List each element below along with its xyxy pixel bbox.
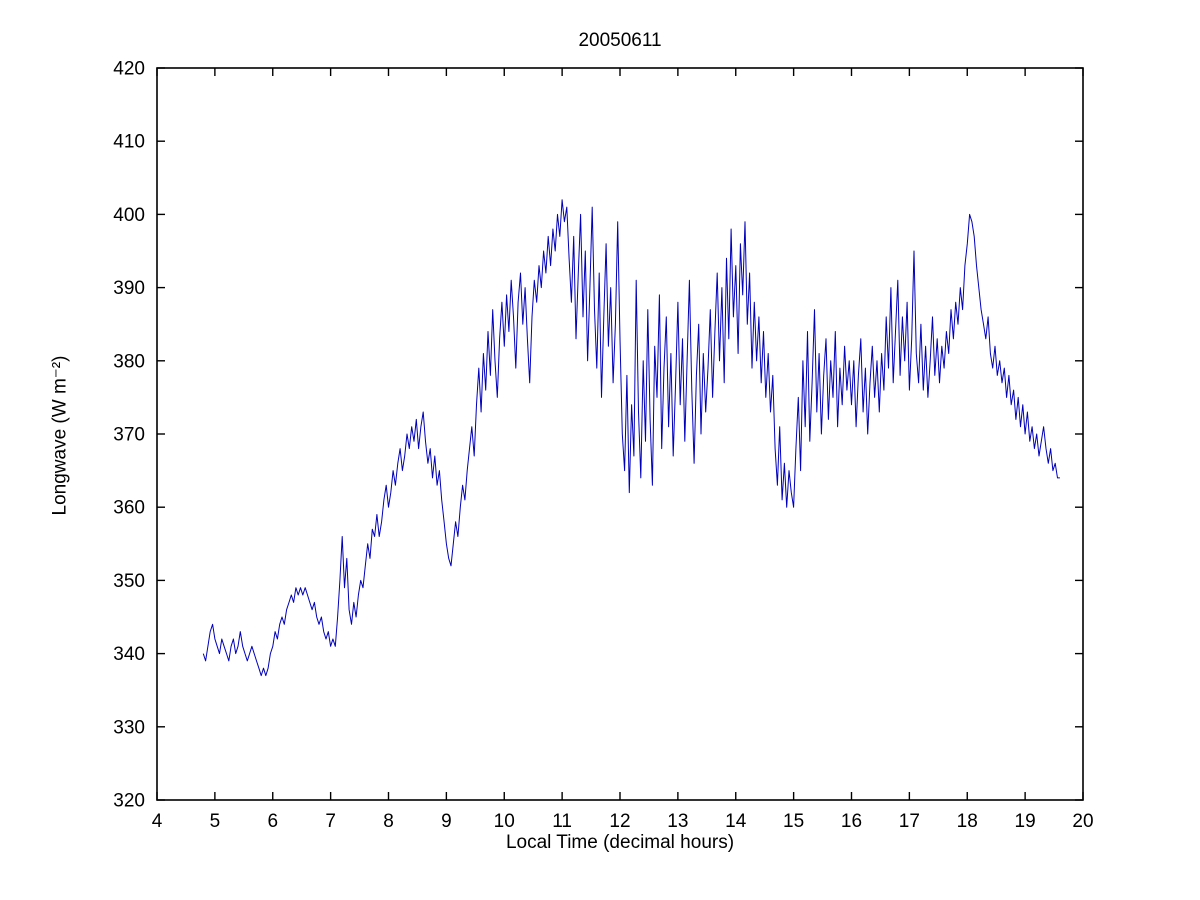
y-axis-label: Longwave (W m⁻²) bbox=[49, 355, 71, 516]
x-tick-label: 13 bbox=[667, 811, 688, 832]
x-tick-label: 11 bbox=[552, 811, 572, 832]
x-tick-label: 9 bbox=[441, 811, 452, 832]
y-tick-label: 390 bbox=[113, 278, 145, 299]
x-tick-label: 14 bbox=[725, 811, 747, 832]
x-tick-label: 16 bbox=[841, 811, 862, 832]
x-tick-label: 18 bbox=[957, 811, 978, 832]
x-axis-label: Local Time (decimal hours) bbox=[505, 832, 735, 853]
x-tick-label: 8 bbox=[383, 811, 394, 832]
plot-box bbox=[156, 67, 1084, 801]
y-tick-label: 380 bbox=[113, 351, 145, 372]
x-tick-label: 7 bbox=[325, 811, 336, 832]
chart-title: 20050611 bbox=[578, 30, 662, 51]
y-tick-label: 350 bbox=[113, 571, 145, 592]
x-tick-label: 12 bbox=[609, 811, 630, 832]
x-tick-label: 6 bbox=[267, 811, 278, 832]
x-tick-label: 4 bbox=[152, 811, 163, 832]
y-tick-label: 400 bbox=[113, 205, 145, 226]
y-tick-label: 410 bbox=[113, 132, 145, 153]
x-tick-label: 15 bbox=[783, 811, 804, 832]
y-tick-label: 330 bbox=[113, 717, 145, 738]
y-tick-label: 320 bbox=[113, 791, 145, 812]
x-tick-label: 19 bbox=[1015, 811, 1036, 832]
y-tick-label: 370 bbox=[113, 425, 145, 446]
x-tick-label: 5 bbox=[210, 811, 221, 832]
y-tick-label: 420 bbox=[113, 59, 145, 80]
y-tick-label: 360 bbox=[113, 498, 145, 519]
y-tick-label: 340 bbox=[113, 644, 145, 665]
longwave-line bbox=[202, 199, 1060, 677]
x-tick-label: 10 bbox=[494, 811, 515, 832]
x-tick-label: 20 bbox=[1072, 811, 1093, 832]
x-tick-label: 17 bbox=[899, 811, 920, 832]
